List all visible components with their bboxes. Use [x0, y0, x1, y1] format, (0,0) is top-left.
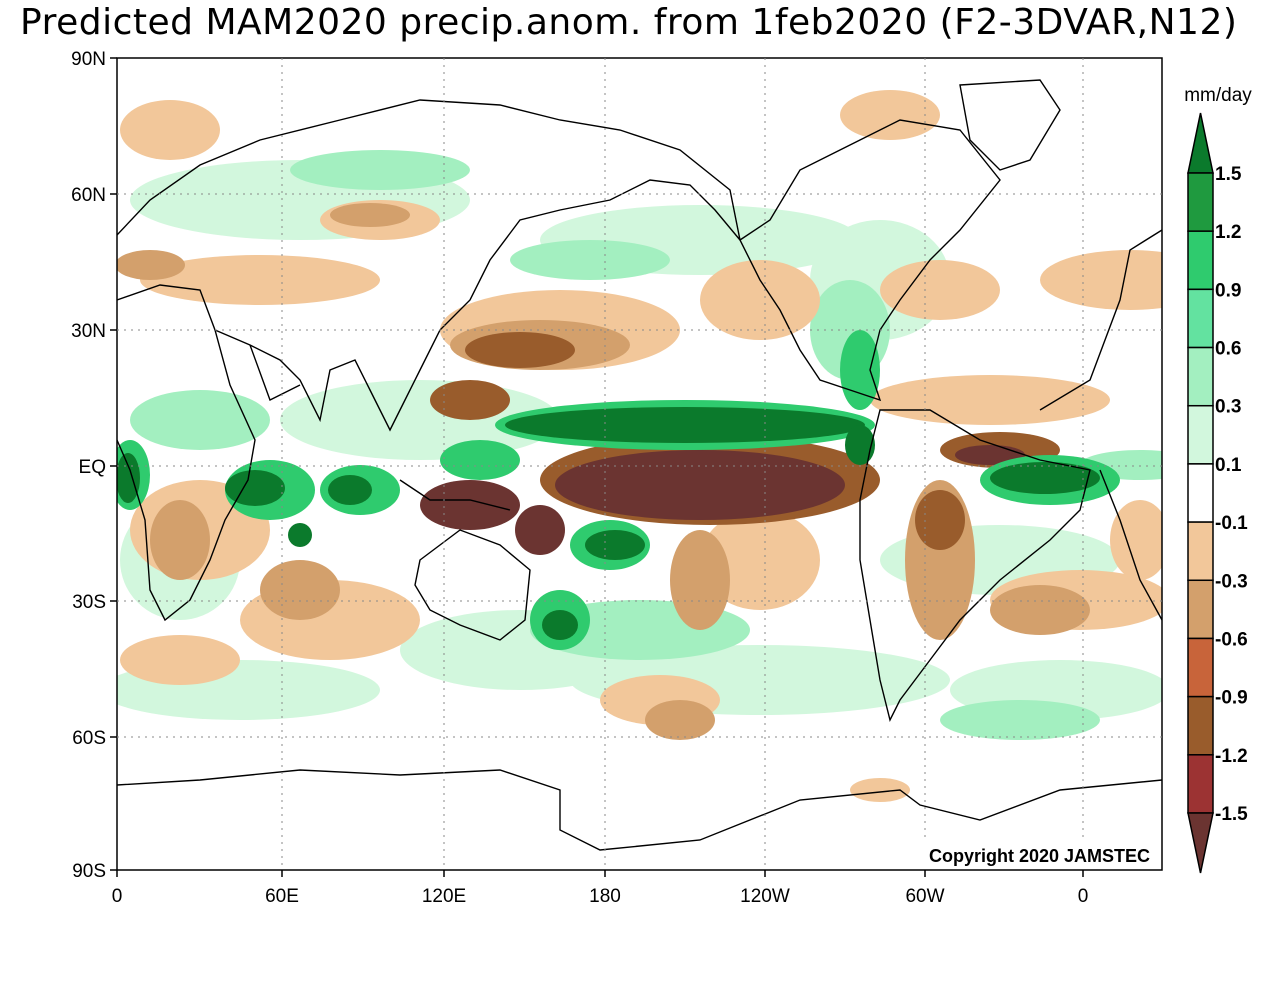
lat-label: 90N: [71, 49, 106, 70]
lat-label: 30N: [71, 321, 106, 342]
lon-ticks: [116, 870, 1084, 877]
lon-label: 120W: [740, 886, 790, 907]
graticule: [117, 58, 1162, 870]
colorbar-segment: [1187, 812, 1214, 874]
lon-labels: 0 60E 120E 180 120W 60W 0: [112, 886, 1089, 907]
colorbar-label: 0.3: [1215, 397, 1241, 418]
colorbar-label: -0.9: [1215, 688, 1248, 709]
lon-label: 0: [1078, 886, 1089, 907]
colorbar-label: -0.1: [1215, 513, 1248, 534]
colorbar-labels: 1.5 1.2 0.9 0.6 0.3 0.1 -0.1 -0.3 -0.6 -0.9 -1.2 -1…: [1215, 164, 1248, 825]
copyright-bg: [866, 842, 1158, 868]
colorbar-segment: [1187, 463, 1214, 523]
lon-label: 0: [112, 886, 123, 907]
coastlines: [117, 79, 1162, 851]
colorbar-segments: [1187, 112, 1214, 874]
colorbar-label: 1.5: [1215, 164, 1242, 185]
colorbar-label: 0.6: [1215, 339, 1241, 360]
lat-ticks: [110, 57, 117, 871]
colorbar-label: -1.2: [1215, 746, 1248, 767]
colorbar-label: 0.9: [1215, 280, 1241, 301]
colorbar-label: -1.5: [1215, 804, 1248, 825]
colorbar-label: -0.6: [1215, 629, 1248, 650]
map-title: Predicted MAM2020 precip.anom. from 1feb…: [20, 2, 1238, 43]
colorbar-segment: [1187, 754, 1214, 814]
colorbar-segment: [1187, 579, 1214, 640]
copyright: Copyright 2020 JAMSTEC: [929, 846, 1150, 866]
wet-strong-patches: [117, 407, 1100, 640]
colorbar-label: 1.2: [1215, 222, 1241, 243]
anomaly-field: [117, 79, 1162, 851]
units-label: mm/day: [1184, 85, 1252, 106]
lon-label: 60E: [265, 886, 299, 907]
lon-label: 120E: [422, 886, 466, 907]
colorbar-segment: [1187, 404, 1214, 465]
colorbar-segment: [1187, 637, 1214, 698]
lat-labels: 90N 60N 30N EQ 30S 60S 90S: [71, 49, 106, 882]
lat-label: 60N: [71, 185, 106, 206]
lon-label: 60W: [905, 886, 944, 907]
colorbar-segment: [1187, 346, 1214, 407]
lat-label: 60S: [72, 728, 106, 749]
lat-label: EQ: [79, 457, 106, 478]
dry-extreme-patches: [420, 445, 1025, 555]
colorbar-segment: [1187, 230, 1214, 291]
colorbar: mm/day 1.5 1.2 0.9 0.6 0.3 0.1 -0.1 -0.3 -0.6 -0.…: [1184, 85, 1252, 874]
plot-border: [116, 57, 1163, 871]
colorbar-segment: [1187, 172, 1214, 232]
colorbar-segment: [1187, 112, 1214, 174]
colorbar-label: -0.3: [1215, 571, 1248, 592]
colorbar-segment: [1187, 521, 1214, 582]
lon-label: 180: [589, 886, 621, 907]
colorbar-segment: [1187, 695, 1214, 756]
colorbar-segment: [1187, 288, 1214, 349]
lat-label: 90S: [72, 861, 106, 882]
colorbar-label: 0.1: [1215, 455, 1242, 476]
lat-label: 30S: [72, 592, 106, 613]
